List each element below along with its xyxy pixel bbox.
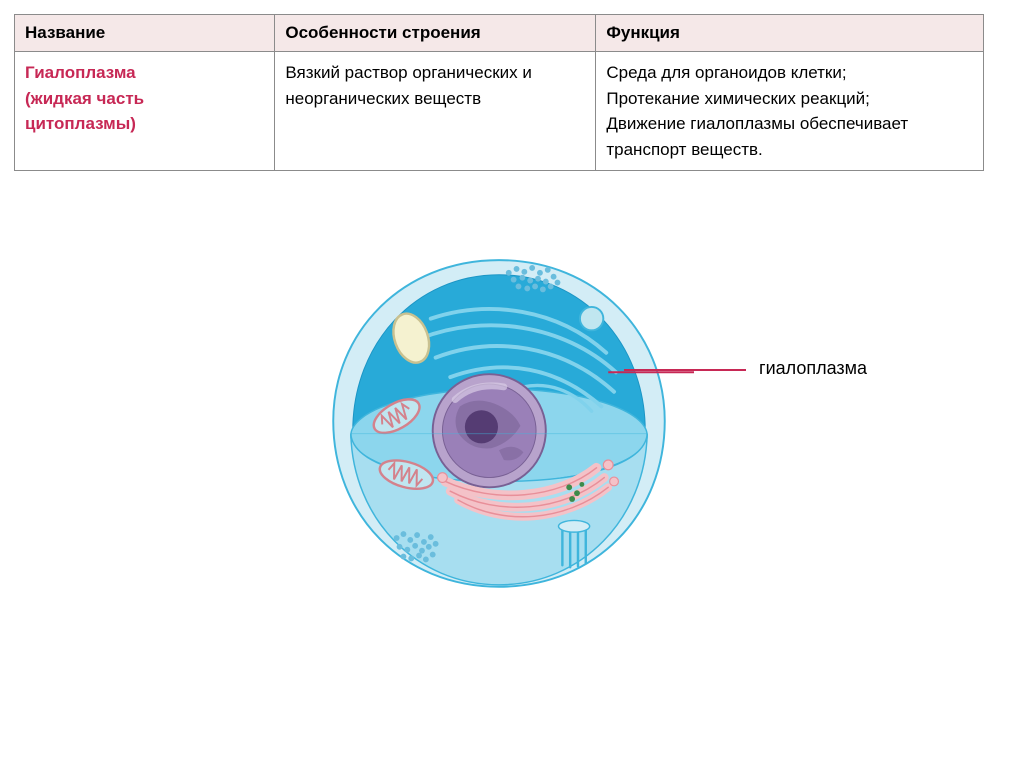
term-highlight: Гиалоплазма (жидкая часть цитоплазмы): [25, 63, 144, 133]
cell-diagram: [304, 226, 694, 616]
cell-function: Среда для органоидов клетки; Протекание …: [596, 52, 984, 171]
func-l2: Протекание химических реакций;: [606, 89, 870, 108]
table-header-row: Название Особенности строения Функция: [15, 15, 984, 52]
callout-line: [624, 369, 746, 371]
cell-svg-icon: [304, 226, 694, 616]
name-l1: Гиалоплазма: [25, 63, 136, 82]
organelle-table: Название Особенности строения Функция Ги…: [14, 14, 984, 171]
header-structure: Особенности строения: [275, 15, 596, 52]
callout-label: гиалоплазма: [759, 358, 867, 379]
cell-structure: Вязкий раствор органических и неорганиче…: [275, 52, 596, 171]
header-name: Название: [15, 15, 275, 52]
name-l3: цитоплазмы): [25, 114, 136, 133]
func-l1: Среда для органоидов клетки;: [606, 63, 846, 82]
cell-name: Гиалоплазма (жидкая часть цитоплазмы): [15, 52, 275, 171]
diagram-area: гиалоплазма: [14, 226, 984, 616]
name-l2: (жидкая часть: [25, 89, 144, 108]
func-l3: Движение гиалоплазмы обеспечивает трансп…: [606, 114, 908, 159]
header-function: Функция: [596, 15, 984, 52]
table-row: Гиалоплазма (жидкая часть цитоплазмы) Вя…: [15, 52, 984, 171]
